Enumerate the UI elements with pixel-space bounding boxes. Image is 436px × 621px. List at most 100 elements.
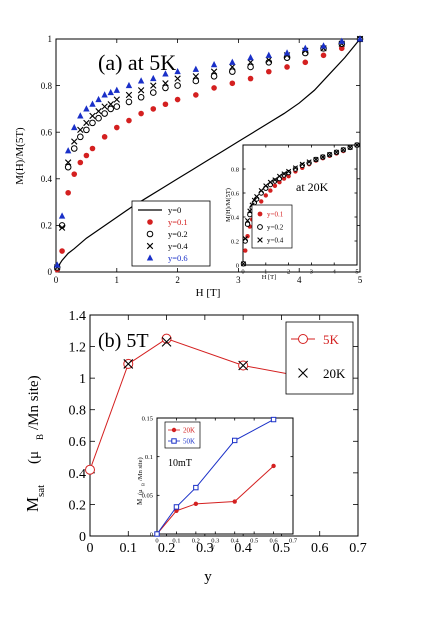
a-frame [55, 38, 361, 273]
a-inset-series-y-0-1-point [243, 248, 248, 253]
a-legend [131, 200, 211, 267]
a-series-y-0-6-point [107, 88, 114, 96]
a-inset-xlabel: H [T] [262, 274, 277, 281]
a-series-y-0-6-point [95, 95, 102, 103]
b-inset-legend [164, 421, 201, 449]
a-inset-series-y-0-2-point [281, 172, 287, 178]
a-inset-series-y-0-4-point [244, 218, 251, 224]
a-series-y-0-2-point [192, 77, 200, 85]
b-inset-ylabel-end: /Mn site) [137, 457, 144, 481]
a-inset-series-y-0-1-point [268, 188, 273, 193]
a-xtick-label: 2 [175, 275, 180, 285]
a-series-y-0-2-point [64, 163, 72, 171]
a-series-y-0-4-point [89, 112, 96, 120]
b-series-5k-point [85, 464, 95, 475]
a-series-y-0-6-point [83, 105, 90, 112]
a-inset-series-y-0-4-point [286, 168, 292, 174]
a-inset-series-y-0-4-point [320, 154, 326, 160]
b-ytick-label: 1.2 [69, 340, 87, 355]
a-inset-series-y-0-2-point [306, 160, 312, 166]
b-inset-series-50k-point [154, 531, 160, 537]
b-ytick-label: 1 [79, 372, 86, 387]
a-series-y-0-2-point [162, 84, 169, 92]
a-series-y-0-6-point [125, 81, 133, 89]
a-inset-series-y-0-4-point [263, 183, 269, 189]
a-series-y-0-6-point [71, 123, 78, 131]
a-series-y-0-1-point [229, 80, 236, 87]
a-series-y-0-1-point [89, 145, 96, 152]
a-inset-series-y-0-1-point [277, 180, 282, 185]
b-xlabel: y [204, 569, 212, 585]
a-series-y-0-2-point [101, 110, 108, 117]
b-xtick-label: 0.2 [158, 541, 176, 556]
a-series-y-0-6-point [150, 74, 157, 82]
a-legend-label: y=0.1 [168, 217, 188, 227]
a-inset-series-y-0-4-point [340, 147, 346, 153]
b-inset-legend-label: 20K [183, 427, 195, 435]
a-inset-legend-swatch [257, 224, 263, 230]
b-xtick-label: 0.7 [349, 541, 367, 556]
a-ytick-label: 0.8 [41, 81, 53, 91]
a-series-y-0-6-point [210, 60, 218, 68]
b-inset-series-50k-point [232, 437, 238, 444]
a-series-y-0-4-point [247, 59, 254, 66]
a-inset-series-y-0-4-point [276, 173, 283, 179]
a-inset-series-y-0-4-point [299, 161, 305, 167]
a-xtick-label: 0 [54, 275, 59, 285]
b-inset-series-50k-point [193, 484, 199, 491]
a-series-y-0-6-point [229, 58, 236, 65]
a-series-y-0-1-point [138, 110, 144, 117]
a-series-y-0-1-point [83, 152, 90, 159]
a-series-y-0-4-point [192, 73, 200, 80]
a-inset-series-y-0-1-point [259, 199, 264, 204]
a-series-y-0-4-point [95, 108, 102, 115]
a-series-y-0-6-point [174, 67, 181, 75]
a-inset-series-y-0-4-point [247, 208, 253, 214]
a-inset-series-y-0-4-point [333, 149, 340, 155]
a-xtick-label: 3 [236, 275, 241, 285]
b-inset-xtick-label: 0.3 [211, 538, 219, 545]
a-series-y-0-1-point [162, 101, 169, 108]
a-series-y-0-6-point [64, 147, 72, 154]
a-series-y-0-6-point [162, 70, 169, 77]
b-frame [89, 314, 359, 537]
b-ytick-label: 1.4 [69, 309, 87, 324]
a-series-y-0-6-point [89, 100, 96, 107]
a-inset-series-y-0-4-point [347, 144, 353, 150]
b-inset-series-20k-point [174, 508, 179, 513]
b-ylabel-rest: (μ [26, 451, 42, 464]
a-ylabel: M(H)/M(5T) [14, 127, 26, 185]
panel-b: 0 0.1 0.2 0.3 0.4 0.5 0.6 0.700.20.40.60.811.21… [23, 309, 367, 585]
b-inset-series-50k-point [173, 504, 180, 510]
a-inset-series-y-0-4-point [306, 159, 312, 165]
b-ytick-label: 0.6 [69, 435, 87, 450]
a-legend-label: y=0.6 [168, 253, 188, 263]
a-series-y-0-2-point [89, 119, 96, 127]
a-inset-xtick-label: 2 [287, 269, 290, 276]
a-inset-series-y-0-1-point [272, 183, 278, 188]
b-inset-xtick-label: 0.6 [270, 538, 279, 545]
a-inset-ytick-label: 0.6 [231, 190, 240, 197]
a-inset-legend-label: y=0.2 [267, 224, 284, 232]
a-inset-series-y-0-4-point [272, 177, 278, 183]
a-series-y-0-6-point [137, 77, 145, 84]
a-series-y-0-6-point [338, 37, 345, 44]
a-inset-xtick-label: 5 [355, 269, 358, 276]
b-xtick-label: 0.1 [120, 541, 138, 556]
a-inset-ytick-label: 0.2 [231, 238, 239, 245]
a-ytick-label: 0 [48, 267, 53, 277]
a-inset-xtick-label: 3 [310, 269, 313, 276]
a-xtick-label: 5 [358, 275, 363, 285]
a-series-y-0-2-point [113, 103, 121, 110]
a-inset-xtick-label: 1 [264, 269, 267, 276]
a-legend-label: y=0.2 [168, 229, 188, 239]
a-inset-series-y-0-2-point [292, 166, 299, 172]
a-inset-xtick-label: 0 [241, 269, 244, 276]
a-inset-series-y-0-4-point [267, 179, 273, 185]
a-series-y-0-6-point [101, 91, 108, 98]
a-inset-series-y-0-4-point [313, 156, 319, 162]
a-inset-series-y-0-1-point [281, 176, 287, 181]
a-series-y-0-4-point [58, 224, 66, 231]
b-ylabel-sub: sat [35, 485, 47, 497]
